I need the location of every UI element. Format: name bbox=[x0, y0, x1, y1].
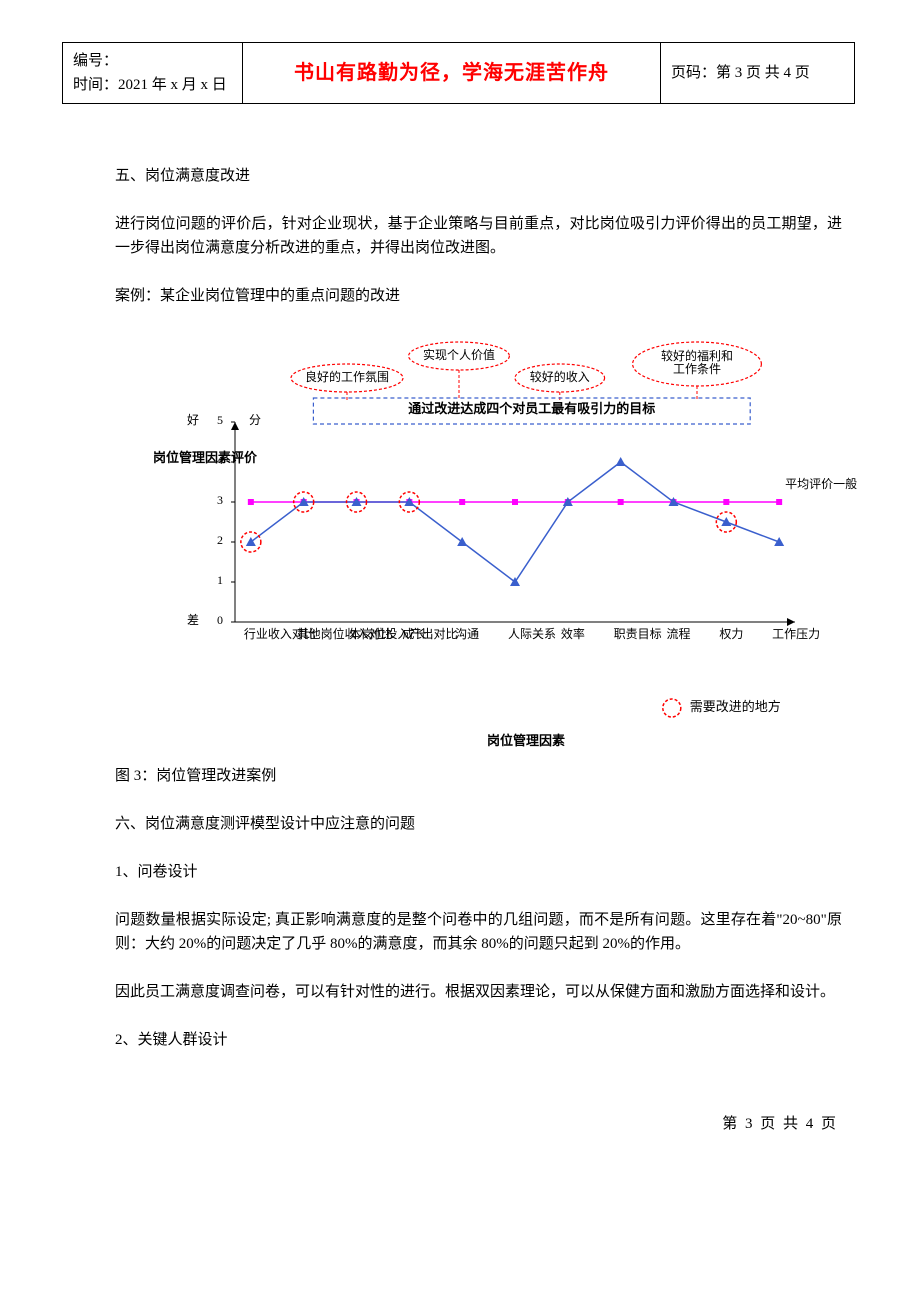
footer-page-number: 第 3 页 共 4 页 bbox=[0, 1112, 838, 1136]
body-column: 五、岗位满意度改进 进行岗位问题的评价后，针对企业现状，基于企业策略与目前重点，… bbox=[115, 164, 842, 1052]
page-number-label: 页码：第 3 页 共 4 页 bbox=[671, 65, 810, 81]
header-motto: 书山有路勤为径，学海无涯苦作舟 bbox=[294, 62, 609, 84]
header-table: 编号： 时间：2021 年 x 月 x 日 书山有路勤为径，学海无涯苦作舟 页码… bbox=[62, 42, 855, 104]
heading-6: 六、岗位满意度测评模型设计中应注意的问题 bbox=[115, 812, 842, 836]
heading-5: 五、岗位满意度改进 bbox=[115, 164, 842, 188]
header-mid-cell: 书山有路勤为径，学海无涯苦作舟 bbox=[243, 43, 661, 104]
case-line: 案例：某企业岗位管理中的重点问题的改进 bbox=[115, 284, 842, 308]
figure-3-caption: 图 3：岗位管理改进案例 bbox=[115, 764, 842, 788]
figure-3-chart: 012345好差分岗位管理因素评价平均评价一般良好的工作氛围实现个人价值较好的收… bbox=[125, 332, 825, 752]
doc-number-label: 编号： bbox=[73, 49, 232, 73]
page: 编号： 时间：2021 年 x 月 x 日 书山有路勤为径，学海无涯苦作舟 页码… bbox=[0, 42, 920, 1176]
paragraph-3: 因此员工满意度调查问卷，可以有针对性的进行。根据双因素理论，可以从保健方面和激励… bbox=[115, 980, 842, 1004]
subheading-2: 2、关键人群设计 bbox=[115, 1028, 842, 1052]
subheading-1: 1、问卷设计 bbox=[115, 860, 842, 884]
paragraph-1: 进行岗位问题的评价后，针对企业现状，基于企业策略与目前重点，对比岗位吸引力评价得… bbox=[115, 212, 842, 260]
header-right-cell: 页码：第 3 页 共 4 页 bbox=[661, 43, 855, 104]
paragraph-2: 问题数量根据实际设定; 真正影响满意度的是整个问卷中的几组问题，而不是所有问题。… bbox=[115, 908, 842, 956]
doc-date-label: 时间：2021 年 x 月 x 日 bbox=[73, 73, 232, 97]
header-left-cell: 编号： 时间：2021 年 x 月 x 日 bbox=[63, 43, 243, 104]
